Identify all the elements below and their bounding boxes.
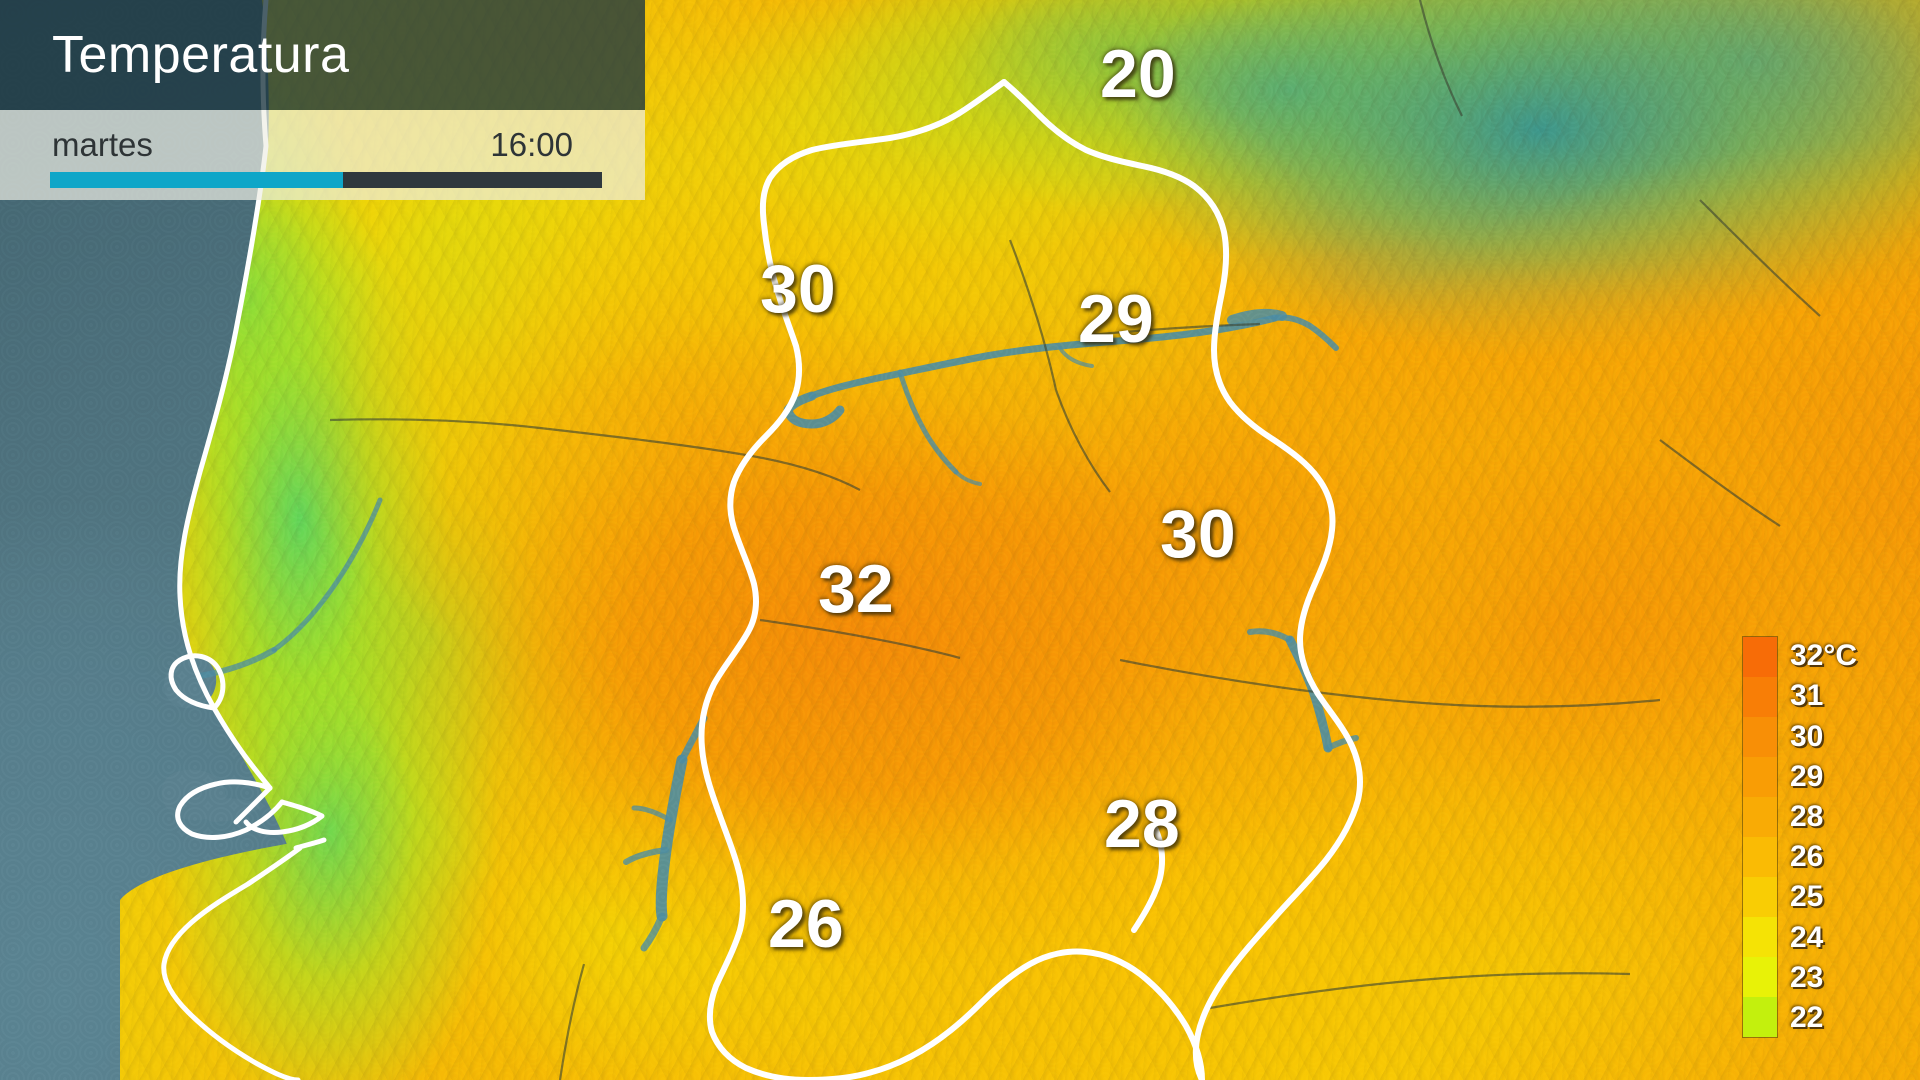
temperature-legend: 32°C 31 30 29 28 26 25 24 23 22 — [1742, 636, 1882, 1038]
header-panel: Temperatura martes 16:00 — [0, 0, 645, 200]
map-temperature-label: 30 — [760, 251, 836, 327]
legend-swatch-31 — [1743, 677, 1777, 717]
legend-label-22: 22 — [1790, 1000, 1824, 1034]
legend-label-23: 23 — [1790, 960, 1824, 994]
legend-swatch-24 — [1743, 917, 1777, 957]
legend-label-31: 31 — [1790, 679, 1824, 713]
legend-label-25: 25 — [1790, 880, 1824, 914]
legend-label-26: 26 — [1790, 840, 1824, 874]
map-temperature-label: 32 — [818, 551, 894, 627]
header-title-bar: Temperatura — [0, 0, 645, 110]
map-temperature-label: 29 — [1078, 281, 1154, 357]
legend-label-24: 24 — [1790, 920, 1824, 954]
legend-swatch-23 — [1743, 957, 1777, 997]
legend-swatch-25 — [1743, 877, 1777, 917]
day-label: martes — [52, 126, 153, 163]
map-temperature-label: 26 — [768, 886, 844, 962]
map-temperature-label: 30 — [1160, 496, 1236, 572]
legend-swatch-30 — [1743, 717, 1777, 757]
legend-swatch-32 — [1743, 637, 1777, 677]
legend-color-bar — [1742, 636, 1778, 1038]
rivers — [197, 308, 1359, 952]
page-title: Temperatura — [52, 26, 350, 84]
legend-label-32: 32°C — [1790, 639, 1858, 673]
legend-swatch-29 — [1743, 757, 1777, 797]
map-temperature-label: 20 — [1100, 36, 1176, 112]
legend-swatch-22 — [1743, 997, 1777, 1037]
province-borders — [329, 0, 1821, 1080]
legend-label-29: 29 — [1790, 759, 1824, 793]
legend-label-list: 32°C 31 30 29 28 26 25 24 23 22 — [1790, 636, 1882, 1038]
legend-label-28: 28 — [1790, 799, 1824, 833]
legend-swatch-28 — [1743, 797, 1777, 837]
map-temperature-label: 28 — [1104, 786, 1180, 862]
legend-swatch-26 — [1743, 837, 1777, 877]
region-boundary — [698, 79, 1363, 1080]
timeline-scrubber[interactable] — [50, 172, 602, 188]
header-subbar: martes 16:00 — [0, 110, 645, 200]
legend-label-30: 30 — [1790, 719, 1824, 753]
time-label: 16:00 — [490, 126, 573, 163]
timeline-progress — [50, 172, 343, 188]
